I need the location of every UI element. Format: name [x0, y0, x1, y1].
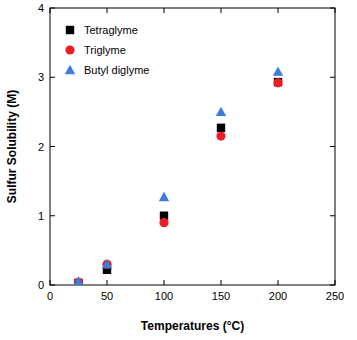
point [159, 218, 168, 227]
legend-marker [65, 65, 75, 74]
x-tick [335, 280, 336, 285]
chart-svg: 0 50 100 150 200 250 0 1 2 3 4 Temperatures (°C) Sul… [0, 0, 357, 340]
point [273, 78, 282, 87]
point [73, 276, 83, 285]
x-tick-top [164, 8, 165, 13]
y-tick [50, 285, 55, 286]
y-tick [50, 146, 55, 147]
x-tick-label: 150 [212, 290, 230, 302]
x-tick-top [50, 8, 51, 13]
chart-container: 0 50 100 150 200 250 0 1 2 3 4 Temperatures (°C) Sul… [0, 0, 357, 340]
x-tick-label: 250 [326, 290, 344, 302]
point [159, 192, 169, 201]
legend-label: Tetraglyme [84, 24, 138, 36]
x-tick [107, 280, 108, 285]
legend: Tetraglyme Triglyme Butyl diglyme [65, 24, 150, 76]
y-tick-right [330, 146, 335, 147]
x-tick-top [335, 8, 336, 13]
point [102, 259, 112, 268]
x-tick-top [278, 8, 279, 13]
y-tick [50, 77, 55, 78]
legend-marker [66, 26, 74, 34]
x-tick-top [221, 8, 222, 13]
y-tick-right [330, 8, 335, 9]
point [102, 260, 111, 269]
legend-label: Triglyme [84, 44, 126, 56]
y-tick-right [330, 285, 335, 286]
y-tick [50, 8, 55, 9]
legend-marker [65, 45, 74, 54]
point [216, 107, 226, 116]
y-tick-right [330, 215, 335, 216]
y-tick-label: 0 [38, 279, 44, 291]
y-tick-label: 2 [38, 141, 44, 153]
y-tick [50, 215, 55, 216]
point [273, 67, 283, 76]
points [73, 67, 283, 285]
point [217, 124, 225, 132]
x-tick-label: 100 [155, 290, 173, 302]
y-axis-label: Sulfur Solubility (M) [5, 90, 19, 203]
x-tick [221, 280, 222, 285]
x-tick-label: 0 [47, 290, 53, 302]
plot-frame [50, 8, 335, 285]
x-tick-top [107, 8, 108, 13]
x-tick [164, 280, 165, 285]
y-tick-label: 1 [38, 210, 44, 222]
x-tick-label: 50 [101, 290, 113, 302]
y-tick-label: 3 [38, 71, 44, 83]
x-tick-label: 200 [269, 290, 287, 302]
x-axis-label: Temperatures (°C) [141, 319, 244, 333]
point [216, 132, 225, 141]
y-tick-right [330, 77, 335, 78]
legend-label: Butyl diglyme [84, 64, 149, 76]
y-tick-label: 4 [38, 2, 44, 14]
x-tick [50, 280, 51, 285]
x-tick [278, 280, 279, 285]
